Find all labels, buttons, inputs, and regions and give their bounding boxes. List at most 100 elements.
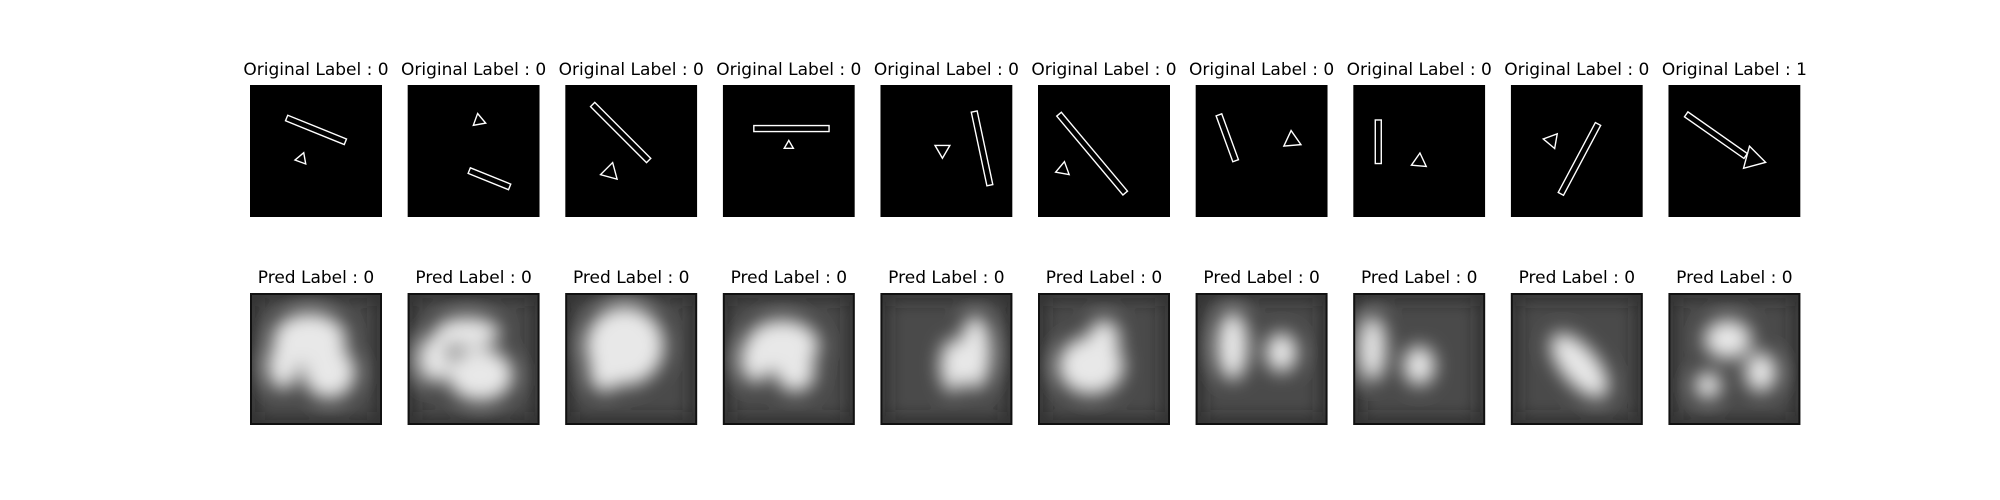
blobs: [565, 293, 698, 425]
bright-blob: [1265, 332, 1298, 373]
bright-blob: [1088, 319, 1120, 359]
pred-image: [880, 293, 1013, 425]
pred-label: Pred Label : 0: [1676, 268, 1792, 288]
pred-image: [250, 293, 382, 425]
image-background: [1038, 85, 1170, 217]
bar-shape: [589, 101, 652, 164]
pred-label: Pred Label : 0: [731, 268, 847, 288]
triangle-shape: [1541, 132, 1559, 150]
bright-blob: [775, 352, 816, 392]
image-background: [1668, 293, 1801, 425]
pred-label: Pred Label : 0: [1361, 268, 1477, 288]
bright-blob: [418, 335, 450, 383]
pred-image: [1510, 293, 1643, 425]
pred-image: [407, 293, 540, 425]
image-frame: [1510, 293, 1643, 425]
bright-blob: [1694, 372, 1722, 399]
bright-blob: [939, 339, 967, 392]
blobs: [1195, 293, 1328, 425]
image-background: [1353, 85, 1486, 217]
bar-shape: [753, 124, 830, 133]
image-frame: [880, 293, 1013, 425]
triangle-shape: [783, 139, 795, 150]
bright-blob: [739, 335, 772, 383]
pred-image: [565, 293, 698, 425]
image-frame: [1353, 293, 1486, 425]
bright-blob: [302, 345, 356, 399]
original-image: [722, 85, 855, 217]
triangle-shape: [599, 161, 619, 181]
image-frame: [250, 293, 382, 425]
original-label: Original Label : 0: [559, 60, 704, 80]
blobs: [407, 293, 540, 425]
original-label: Original Label : 0: [1189, 60, 1334, 80]
bright-blob: [267, 341, 299, 390]
image-frame: [1038, 293, 1170, 425]
triangle-shape: [1742, 144, 1767, 170]
bar-shape: [284, 114, 348, 146]
bright-blob: [959, 315, 992, 390]
blobs: [880, 293, 1013, 425]
triangle-shape: [1410, 151, 1428, 168]
pred-image: [1195, 293, 1328, 425]
image-background: [1195, 85, 1328, 217]
bar-shape: [1557, 121, 1602, 197]
bar-shape: [1215, 112, 1240, 163]
triangle-shape: [472, 112, 488, 127]
bright-blob: [1359, 315, 1387, 382]
bright-blob: [1403, 345, 1436, 386]
bar-shape: [1374, 119, 1382, 165]
bar-shape: [970, 110, 994, 187]
bright-blob: [1744, 352, 1777, 392]
pred-label: Pred Label : 0: [258, 268, 374, 288]
blobs: [1353, 293, 1486, 425]
pred-label: Pred Label : 0: [415, 268, 531, 288]
image-background: [1510, 85, 1643, 217]
image-frame: [1668, 293, 1801, 425]
bright-blob: [434, 316, 500, 349]
bar-shape: [467, 166, 512, 191]
pred-image: [1668, 293, 1801, 425]
bright-blob: [1550, 333, 1609, 399]
original-label: Original Label : 0: [401, 60, 546, 80]
bar-shape: [1683, 110, 1749, 160]
original-image: [1038, 85, 1170, 217]
image-background: [722, 85, 855, 217]
pred-label: Pred Label : 0: [888, 268, 1004, 288]
original-image: [250, 85, 382, 217]
pred-image: [1353, 293, 1486, 425]
original-label: Original Label : 0: [1347, 60, 1492, 80]
triangle-shape: [293, 151, 307, 166]
original-label: Original Label : 0: [716, 60, 861, 80]
bright-blob: [588, 352, 621, 392]
blobs: [722, 293, 855, 425]
original-label: Original Label : 0: [874, 60, 1019, 80]
original-image: [1353, 85, 1486, 217]
image-frame: [407, 293, 540, 425]
image-frame: [722, 293, 855, 425]
blobs: [1038, 293, 1170, 425]
image-background: [250, 85, 382, 217]
prediction-row: Pred Label : 0 Pred Label : 0 Pred Label :…: [250, 268, 1801, 425]
image-frame: [565, 293, 698, 425]
blobs: [250, 293, 382, 425]
blobs: [1510, 293, 1643, 425]
original-image: [1668, 85, 1801, 217]
pred-image: [722, 293, 855, 425]
pred-label: Pred Label : 0: [1203, 268, 1319, 288]
original-label: Original Label : 0: [1031, 60, 1176, 80]
original-image: [1195, 85, 1328, 217]
triangle-shape: [933, 144, 952, 160]
original-label: Original Label : 0: [1504, 60, 1649, 80]
triangle-shape: [1054, 160, 1071, 176]
original-image: [565, 85, 698, 217]
triangle-shape: [1282, 129, 1303, 147]
image-background: [407, 85, 540, 217]
bright-blob: [1704, 319, 1752, 359]
original-label: Original Label : 1: [1662, 60, 1807, 80]
image-frame: [1195, 293, 1328, 425]
image-background: [565, 85, 698, 217]
original-label: Original Label : 0: [243, 60, 388, 80]
image-background: [1195, 293, 1328, 425]
